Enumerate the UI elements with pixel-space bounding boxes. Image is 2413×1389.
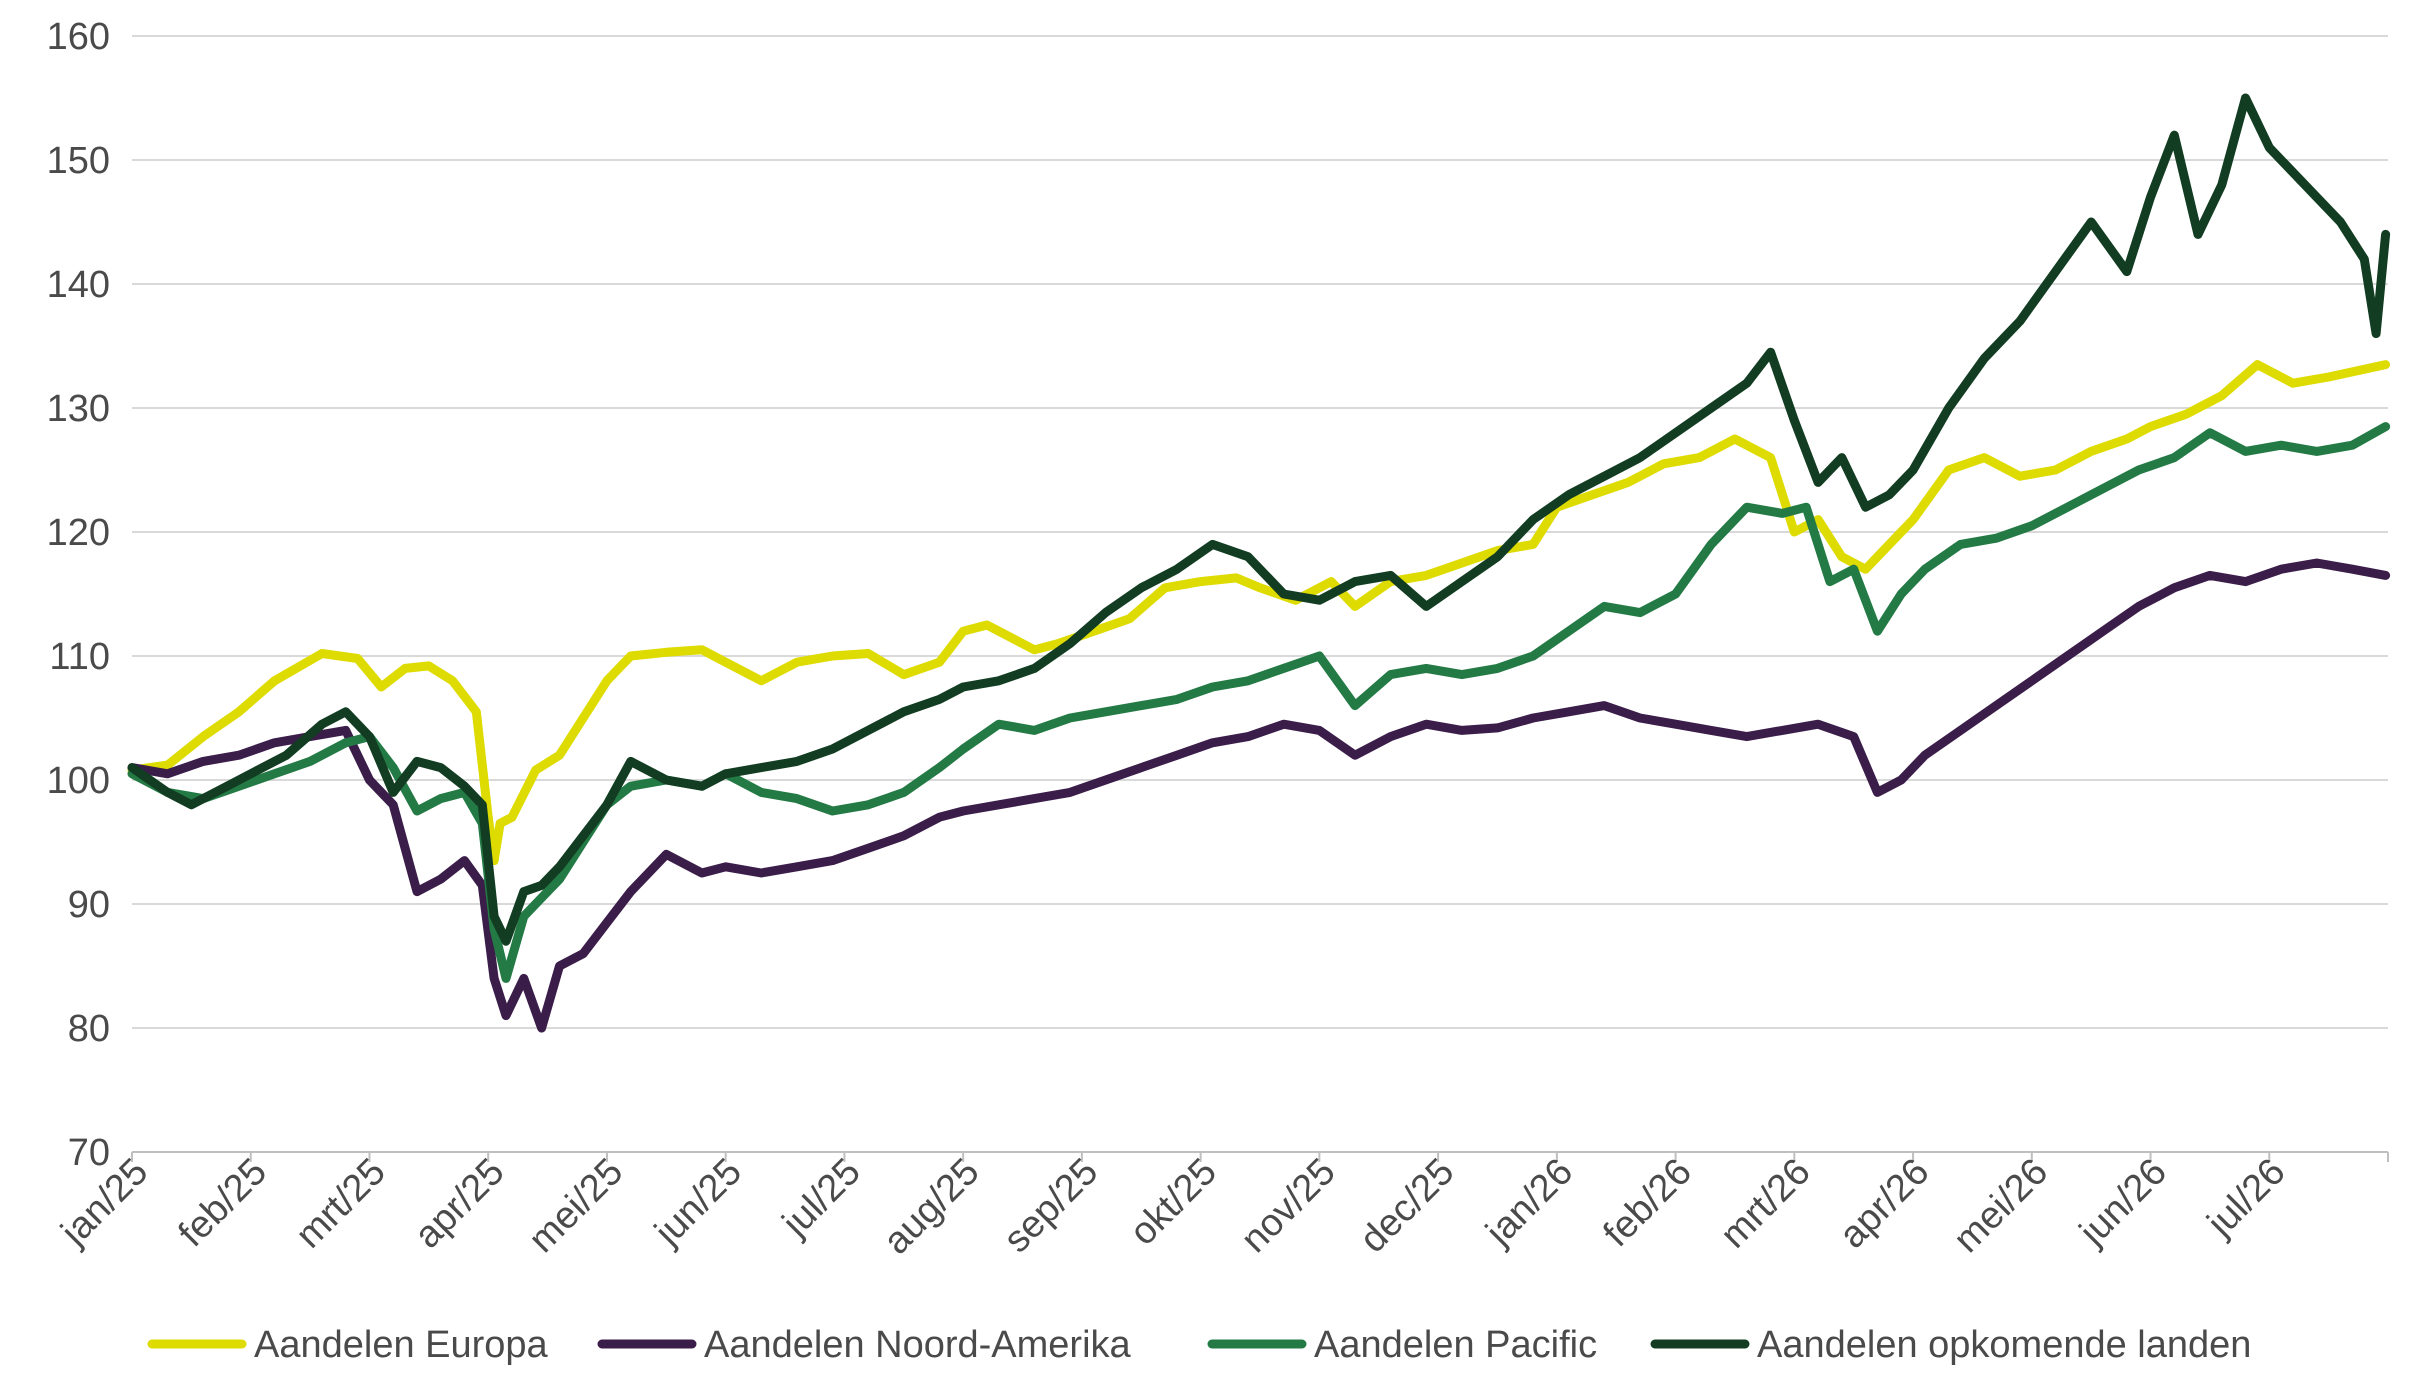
y-tick-label: 70 <box>68 1132 110 1174</box>
legend: Aandelen Europa Aandelen Noord-Amerika Aan… <box>147 1324 2251 1366</box>
legend-label: Aandelen Pacific <box>1314 1324 1597 1366</box>
y-tick-label: 160 <box>47 16 110 58</box>
x-tick-label: mei/26 <box>1946 1151 2056 1261</box>
x-tick-label: jul/26 <box>2199 1151 2294 1246</box>
x-tick-label: aug/25 <box>876 1151 988 1263</box>
series-line-1 <box>127 558 2391 1033</box>
series-line-0 <box>127 360 2391 866</box>
legend-label: Aandelen Noord-Amerika <box>704 1324 1132 1366</box>
x-tick-label: feb/25 <box>171 1151 275 1255</box>
y-axis-tick-labels: 70 80 90 100 110 120 130 140 150 160 <box>47 16 110 1174</box>
y-tick-label: 100 <box>47 760 110 802</box>
series-line-3 <box>127 93 2391 946</box>
x-axis-tick-labels: jan/25 feb/25 mrt/25 apr/25 mei/25 jun/25 jul/… <box>53 1151 2294 1263</box>
axes <box>131 1151 2389 1162</box>
y-tick-label: 120 <box>47 512 110 554</box>
legend-label: Aandelen opkomende landen <box>1757 1324 2251 1366</box>
x-tick-label: jun/25 <box>646 1151 750 1255</box>
y-tick-label: 140 <box>47 264 110 306</box>
x-tick-label: dec/25 <box>1352 1151 1462 1261</box>
y-tick-label: 110 <box>49 636 110 678</box>
y-tick-label: 150 <box>47 140 110 182</box>
x-tick-label: jan/26 <box>1478 1151 1582 1255</box>
x-tick-label: apr/26 <box>1832 1151 1938 1257</box>
y-tick-label: 80 <box>68 1008 110 1050</box>
x-tick-label: jul/25 <box>774 1151 869 1246</box>
gridlines <box>132 35 2388 1029</box>
legend-label: Aandelen Europa <box>254 1324 549 1366</box>
x-tick-label: mrt/26 <box>1713 1151 1819 1257</box>
series-lines <box>127 93 2391 1033</box>
x-tick-label: okt/25 <box>1122 1151 1225 1254</box>
x-tick-label: nov/25 <box>1233 1151 1343 1261</box>
x-tick-label: sep/25 <box>996 1151 1106 1261</box>
x-tick-label: mei/25 <box>521 1151 631 1261</box>
x-tick-label: apr/25 <box>407 1151 513 1257</box>
y-tick-label: 130 <box>47 388 110 430</box>
x-tick-label: feb/26 <box>1596 1151 1700 1255</box>
y-tick-label: 90 <box>68 884 110 926</box>
x-tick-label: mrt/25 <box>288 1151 394 1257</box>
x-tick-label: jun/26 <box>2071 1151 2175 1255</box>
